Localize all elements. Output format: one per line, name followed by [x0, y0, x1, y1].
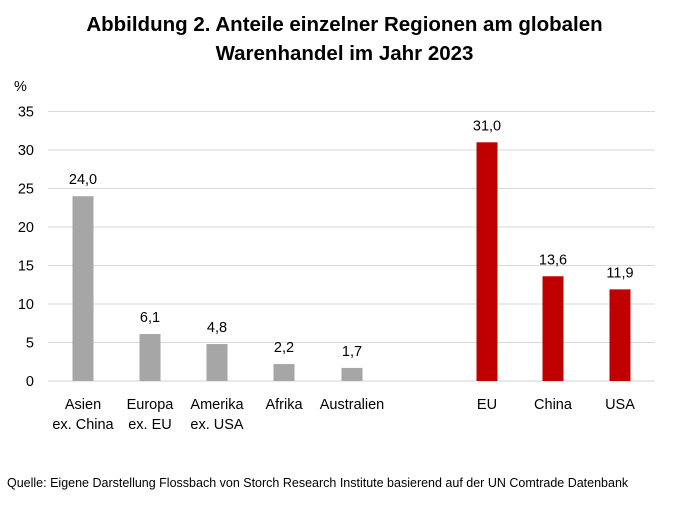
bar [476, 142, 498, 381]
data-label: 11,9 [606, 265, 633, 281]
data-label: 1,7 [342, 344, 362, 360]
data-label: 4,8 [207, 320, 227, 336]
y-tick-label: 5 [26, 336, 34, 352]
y-tick-label: 35 [18, 105, 34, 121]
data-label: 24,0 [69, 172, 97, 188]
x-tick-label: EU [477, 397, 497, 413]
y-tick-label: 15 [18, 259, 34, 275]
y-tick-label: 30 [18, 143, 34, 159]
bar [609, 289, 631, 381]
bar-chart: 0 5 10 15 20 25 30 35% 24,0 Asien ex. China 6,1 Euro… [14, 79, 655, 433]
data-label: 6,1 [140, 310, 160, 326]
chart-title: Abbildung 2. Anteile einzelner Regionen … [0, 10, 689, 68]
x-tick-label: Amerika [190, 397, 244, 413]
x-tick-label: USA [605, 397, 635, 413]
chart-title-line-1: Abbildung 2. Anteile einzelner Regionen … [86, 13, 603, 36]
source-note: Quelle: Eigene Darstellung Flossbach von… [7, 476, 629, 490]
y-tick-label: 25 [18, 182, 34, 198]
x-tick-label: China [534, 397, 573, 413]
x-tick-label: Europa [127, 397, 175, 413]
x-tick-label: Afrika [265, 397, 303, 413]
x-tick-label: Australien [320, 397, 384, 413]
y-tick-label: 10 [18, 297, 34, 313]
bar [273, 364, 295, 381]
chart-title-line-2: Warenhandel im Jahr 2023 [215, 42, 474, 65]
bar [139, 334, 161, 381]
bar [206, 344, 228, 381]
x-tick-label: ex. USA [190, 417, 244, 433]
x-tick-label: ex. EU [128, 417, 172, 433]
y-tick-label: 0 [26, 374, 34, 390]
data-label: 13,6 [539, 252, 567, 268]
bar [542, 276, 564, 381]
y-axis-label: % [14, 79, 27, 95]
data-label: 31,0 [473, 118, 501, 134]
x-tick-label: Asien [65, 397, 101, 413]
bar [341, 367, 363, 381]
bar [72, 196, 94, 381]
x-tick-label: ex. China [52, 417, 114, 433]
data-label: 2,2 [274, 340, 294, 356]
y-tick-label: 20 [18, 220, 34, 236]
